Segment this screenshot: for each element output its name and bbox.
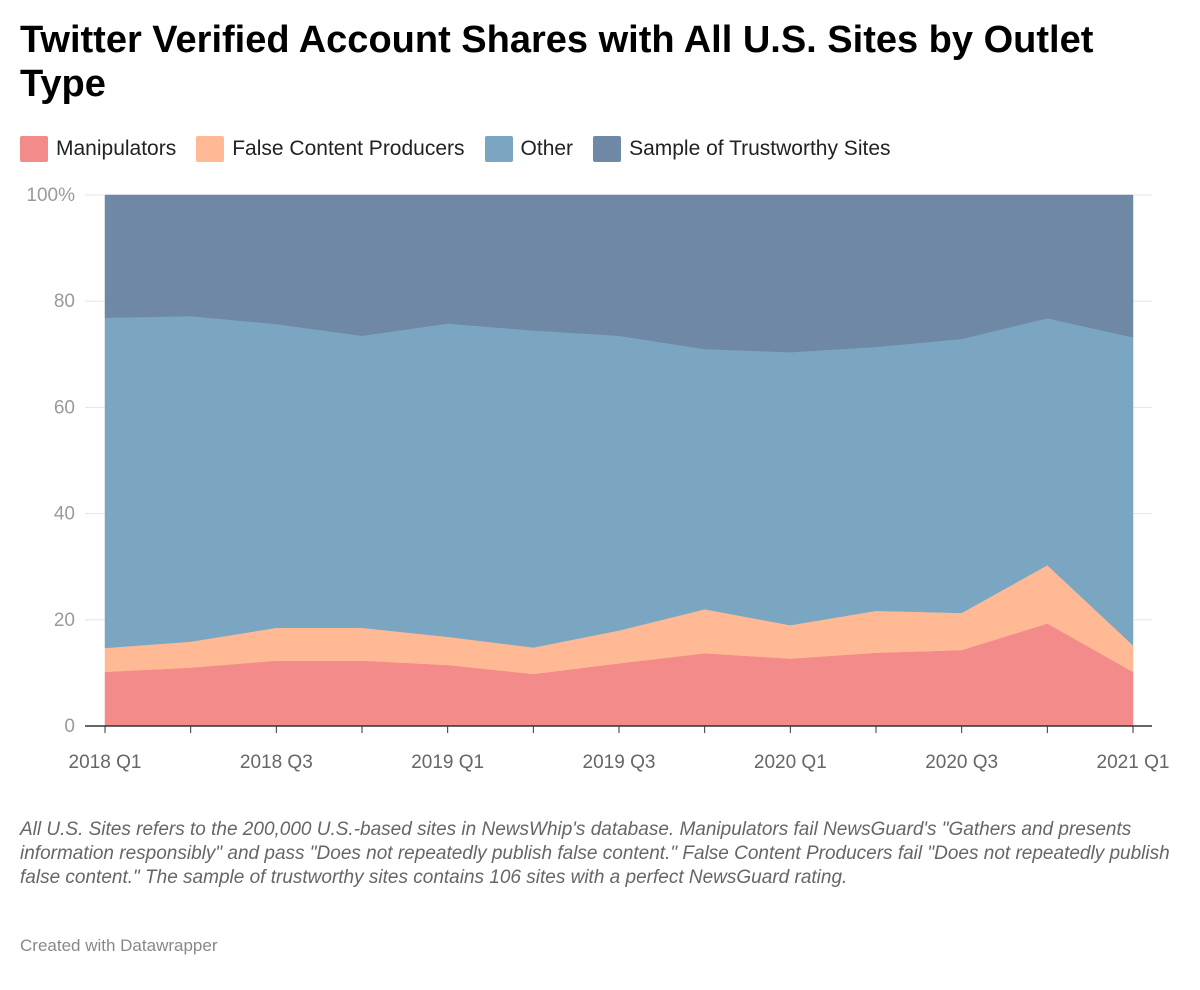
area-sample-of-trustworthy-sites xyxy=(104,194,1134,353)
y-tick-label: 80 xyxy=(54,291,75,312)
axes: 0 20 40 60 80 100% 2018 Q1 2018 Q3 2019 Q1 2019 Q… xyxy=(26,185,1169,773)
legend-swatch-false-content-producers xyxy=(196,136,225,162)
legend-item-false-content-producers: False Content Producers xyxy=(196,136,465,162)
x-tick-label: 2018 Q1 xyxy=(69,752,142,773)
legend-swatch-other xyxy=(484,136,513,162)
y-tick-label: 40 xyxy=(54,504,75,525)
y-tick-label: 0 xyxy=(64,716,75,737)
legend-item-trustworthy-sites: Sample of Trustworthy Sites xyxy=(593,136,891,162)
legend-label-trustworthy-sites: Sample of Trustworthy Sites xyxy=(629,137,891,160)
x-tick-label: 2019 Q3 xyxy=(583,752,656,773)
x-tick-label: 2020 Q1 xyxy=(754,752,827,773)
x-tick-label: 2020 Q3 xyxy=(925,752,998,773)
legend-label-false-content-producers: False Content Producers xyxy=(232,137,465,160)
stacked-area-chart: 0 20 40 60 80 100% 2018 Q1 2018 Q3 2019 Q1 2019 Q… xyxy=(26,185,1169,773)
x-tick-label: 2018 Q3 xyxy=(240,752,313,773)
legend-item-manipulators: Manipulators xyxy=(20,136,176,162)
chart-title: Twitter Verified Account Shares with All… xyxy=(20,19,1094,105)
y-tick-label: 60 xyxy=(54,397,75,418)
legend-swatch-trustworthy-sites xyxy=(593,136,622,162)
legend-swatch-manipulators xyxy=(20,136,48,162)
x-tick-label: 2019 Q1 xyxy=(411,752,484,773)
legend-label-other: Other xyxy=(520,137,574,160)
legend-item-other: Other xyxy=(484,136,574,162)
area-other xyxy=(104,315,1134,649)
legend: Manipulators False Content Producers Oth… xyxy=(20,136,911,162)
y-tick-label: 100% xyxy=(26,185,75,206)
credit-line: Created with Datawrapper xyxy=(20,936,218,955)
area-series xyxy=(104,194,1134,727)
x-tick-label: 2021 Q1 xyxy=(1097,752,1170,773)
chart-note: All U.S. Sites refers to the 200,000 U.S… xyxy=(20,819,1170,888)
y-tick-label: 20 xyxy=(54,610,75,631)
legend-label-manipulators: Manipulators xyxy=(56,137,177,160)
